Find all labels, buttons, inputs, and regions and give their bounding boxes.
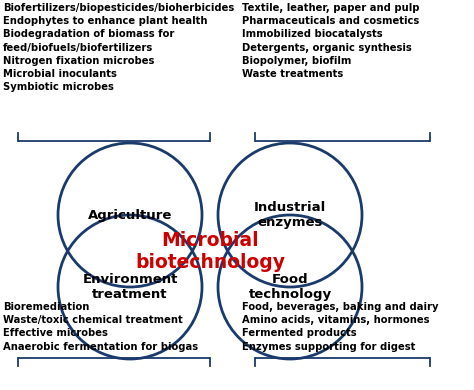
- Text: Biofertilizers/biopesticides/bioherbicides
Endophytes to enhance plant health
Bi: Biofertilizers/biopesticides/bioherbicid…: [3, 3, 234, 92]
- Text: Industrial
enzymes: Industrial enzymes: [254, 201, 326, 229]
- Text: Textile, leather, paper and pulp
Pharmaceuticals and cosmetics
Immobilized bioca: Textile, leather, paper and pulp Pharmac…: [242, 3, 419, 79]
- Text: Agriculture: Agriculture: [88, 209, 172, 222]
- Text: Environment
treatment: Environment treatment: [82, 273, 178, 301]
- Text: Food, beverages, baking and dairy
Amino acids, vitamins, hormones
Fermented prod: Food, beverages, baking and dairy Amino …: [242, 302, 438, 352]
- Text: Bioremediation
Waste/toxic chemical treatment
Effective microbes
Anaerobic ferme: Bioremediation Waste/toxic chemical trea…: [3, 302, 198, 352]
- Text: Food
technology: Food technology: [248, 273, 331, 301]
- Text: Microbial
biotechnology: Microbial biotechnology: [135, 230, 285, 271]
